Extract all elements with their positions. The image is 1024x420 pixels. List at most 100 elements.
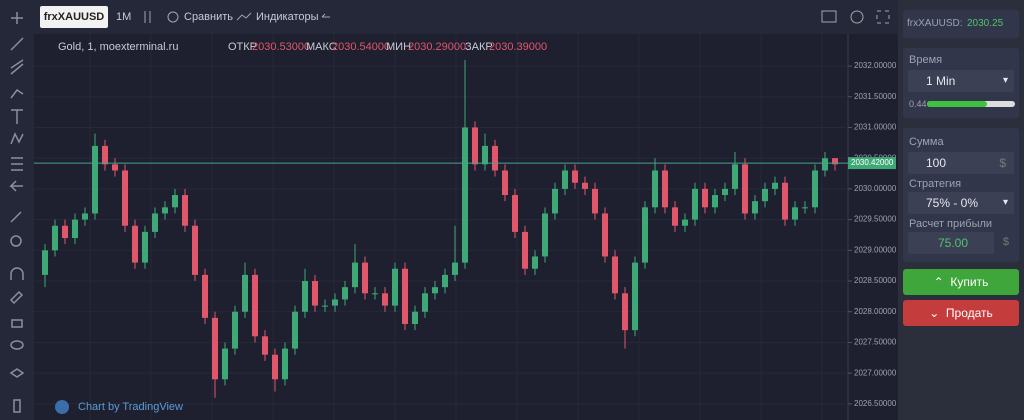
footer[interactable]: Chart by TradingView — [78, 401, 183, 413]
candle-body — [352, 262, 358, 288]
pattern-icon[interactable] — [10, 132, 24, 145]
amount-value[interactable]: 100 — [926, 156, 947, 170]
indicators-icon[interactable] — [236, 12, 252, 21]
candle-body — [182, 195, 188, 226]
candle-body — [592, 188, 598, 214]
time-label: Время — [909, 54, 943, 66]
legend-close: 2030.39000 — [489, 41, 547, 53]
fib-icon[interactable] — [11, 157, 23, 171]
dropdown-arrow[interactable]: ▾ — [1002, 75, 1008, 86]
candle-body — [52, 225, 58, 251]
symbol-button[interactable] — [40, 6, 108, 28]
text-icon[interactable] — [11, 109, 23, 124]
candle-body — [552, 188, 558, 214]
legend-low-label: МИН — [386, 41, 411, 53]
eye-icon[interactable] — [10, 340, 24, 350]
candle-body — [82, 213, 88, 220]
strategy-value[interactable]: 75% - 0% — [926, 196, 979, 210]
candle-body — [132, 225, 138, 263]
pen-icon[interactable] — [9, 290, 24, 305]
current-price-label: 2030.42000 — [851, 158, 894, 167]
profit-field: 75.00 — [908, 232, 994, 254]
y-tick-label: 2030.00000 — [854, 184, 897, 193]
sell-label[interactable]: Продать — [945, 306, 993, 320]
tradingview-logo[interactable] — [55, 400, 69, 414]
candle-body — [582, 182, 588, 189]
settings-icon[interactable] — [850, 10, 864, 24]
indicators[interactable]: Индикаторы — [256, 11, 319, 23]
y-tick-label: 2027.00000 — [854, 368, 897, 377]
compare-icon[interactable] — [167, 11, 179, 23]
y-tick-label: 2031.00000 — [854, 123, 897, 132]
legend-close-label: ЗАКР — [465, 41, 493, 53]
magnet-icon[interactable] — [10, 267, 24, 280]
candle-body — [232, 311, 238, 349]
sell-button[interactable]: ⌄ Продать — [903, 300, 1019, 326]
candle-body — [382, 293, 388, 306]
candle-body — [502, 170, 508, 196]
y-tick-label: 2026.50000 — [854, 399, 897, 408]
amount-field[interactable]: 100 $ — [908, 152, 1014, 174]
back-icon[interactable] — [9, 180, 23, 192]
buy-button[interactable]: ⌃ Купить — [903, 269, 1019, 295]
legend-high-label: МАКС — [306, 41, 337, 53]
candle-type-icon[interactable] — [144, 11, 151, 23]
candle-body — [682, 219, 688, 226]
candle-body — [142, 231, 148, 263]
candle-body — [812, 170, 818, 208]
trash-icon[interactable] — [13, 399, 21, 413]
candle-body — [672, 207, 678, 226]
y-tick-label: 2032.00000 — [854, 61, 897, 70]
candle-body — [772, 182, 778, 189]
candle-body — [102, 145, 108, 165]
layers-icon[interactable] — [9, 368, 25, 378]
candle-body — [602, 213, 608, 257]
candle-body — [472, 127, 478, 165]
candle-body — [202, 274, 208, 318]
undo-icon[interactable] — [321, 13, 330, 18]
candle-body — [322, 305, 328, 307]
candle-body — [452, 262, 458, 275]
strategy-label: Стратегия — [909, 178, 962, 190]
channel-icon[interactable] — [10, 59, 24, 75]
time-value[interactable]: 1 Min — [926, 74, 956, 88]
candle-body — [512, 195, 518, 232]
fullscreen-icon[interactable] — [876, 10, 890, 24]
pitch-icon[interactable] — [10, 88, 24, 99]
top-toolbar — [34, 0, 898, 34]
crosshair-icon[interactable] — [11, 12, 23, 24]
candle-body — [532, 256, 538, 269]
strategy-select[interactable]: 75% - 0% ▾ — [908, 192, 1014, 214]
candle-body — [662, 170, 668, 208]
y-tick-label: 2027.50000 — [854, 338, 897, 347]
candle-body — [632, 262, 638, 331]
candle-body — [172, 195, 178, 208]
zoom-icon[interactable] — [10, 235, 22, 247]
time-select[interactable]: 1 Min ▾ — [908, 70, 1014, 92]
dropdown-arrow[interactable]: ▾ — [1002, 197, 1008, 208]
y-tick-label: 2029.00000 — [854, 245, 897, 254]
compare[interactable]: Сравнить — [184, 11, 233, 23]
ruler-icon[interactable] — [10, 211, 22, 223]
candle-body — [342, 287, 348, 300]
trade-box: Сумма 100 $ Стратегия 75% - 0% ▾ Расчет пр… — [903, 128, 1019, 262]
legend-open: 2030.53000 — [252, 41, 310, 53]
candle-body — [522, 231, 528, 269]
candle-body — [622, 293, 628, 331]
lock-icon[interactable] — [11, 319, 23, 328]
screenshot-icon[interactable] — [821, 10, 837, 23]
time-box: Время 1 Min ▾ 0.44 — [903, 48, 1019, 118]
candle-body — [422, 293, 428, 312]
candle-body — [432, 287, 438, 294]
candle-body — [612, 256, 618, 294]
buy-label[interactable]: Купить — [950, 275, 989, 289]
tool-icons[interactable] — [9, 12, 25, 413]
candle-body — [252, 274, 258, 337]
interval[interactable]: 1M — [116, 11, 131, 23]
line-icon[interactable] — [10, 37, 24, 51]
progress-fill — [927, 101, 987, 107]
symbol[interactable]: frxXAUUSD — [44, 11, 105, 23]
candle-body — [732, 164, 738, 189]
candle-body — [62, 225, 68, 239]
